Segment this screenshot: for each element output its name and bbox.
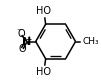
Text: HO: HO bbox=[36, 67, 51, 77]
Text: O: O bbox=[18, 44, 26, 54]
Text: CH₃: CH₃ bbox=[82, 37, 99, 46]
Text: HO: HO bbox=[36, 6, 51, 16]
Text: +: + bbox=[25, 35, 31, 43]
Text: N: N bbox=[22, 37, 31, 46]
Text: O: O bbox=[18, 29, 25, 39]
Text: ⁻: ⁻ bbox=[17, 27, 22, 37]
